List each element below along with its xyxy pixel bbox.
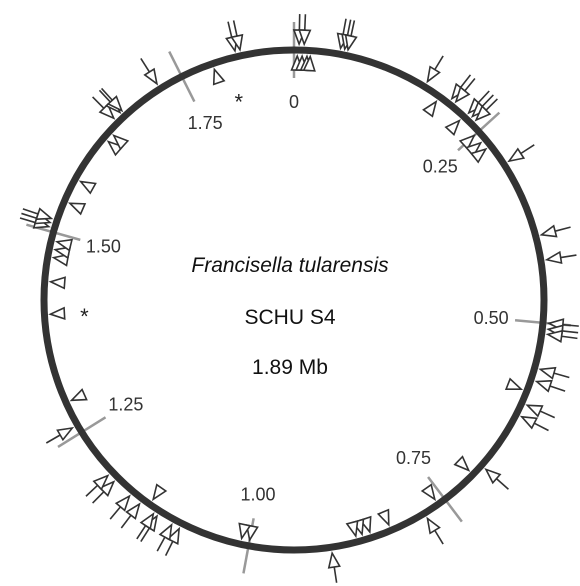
gene-marker (470, 147, 488, 164)
gene-marker (78, 180, 97, 195)
gene-marker (164, 526, 181, 556)
gene-marker (344, 20, 358, 52)
gene-marker (230, 20, 244, 52)
gene-marker (504, 377, 524, 390)
gene-marker (519, 415, 549, 432)
gene-marker (22, 207, 54, 221)
gene-marker (458, 134, 476, 151)
gene-marker (298, 14, 312, 47)
scale-tick-label: 0.25 (423, 157, 458, 177)
asterisk-annotations: ** (80, 89, 243, 329)
gene-marker (327, 550, 341, 583)
gene-marker (544, 250, 577, 265)
gene-marker (48, 276, 66, 290)
gene-marker (376, 508, 390, 527)
organism-name: Francisella tularensis (191, 254, 389, 277)
chromosome-circle (40, 46, 548, 554)
gene-marker (67, 202, 87, 216)
gene-marker (484, 467, 509, 490)
gene-marker (112, 134, 130, 151)
gene-marker (53, 246, 72, 260)
gene-marker (48, 306, 66, 320)
gene-marker (51, 253, 70, 267)
gene-marker (534, 379, 566, 393)
gene-marker (100, 87, 124, 113)
scale-tick-label: 0.50 (474, 308, 509, 328)
gene-marker (345, 520, 359, 539)
gene-marker (422, 99, 438, 118)
gene-marker (156, 522, 173, 552)
genome-size: 1.89 Mb (252, 356, 328, 379)
scale-tick-label: 0.75 (396, 448, 431, 468)
gene-marker (136, 512, 155, 540)
scale-tick-label: 1.75 (188, 113, 223, 133)
gene-marker (109, 494, 131, 520)
gene-marker (444, 118, 461, 136)
gene-marker (245, 524, 259, 543)
gene-marker (106, 140, 124, 157)
gene-marker (454, 77, 476, 104)
gene-marker (238, 522, 252, 541)
asterisk-mark: * (235, 89, 244, 114)
gene-marker (45, 426, 75, 444)
gene-marker (54, 238, 74, 252)
gene-marker (465, 141, 483, 158)
scale-tick-label: 0 (289, 92, 299, 112)
gene-marker (302, 54, 316, 72)
gene-marker (151, 483, 168, 502)
gene-marker (69, 388, 88, 402)
gene-marker (474, 98, 498, 122)
gene-marker (525, 404, 556, 419)
gene-marker (426, 516, 444, 545)
asterisk-mark: * (80, 304, 89, 329)
gene-marker (120, 502, 141, 529)
scale-tick-labels: 0 0.25 0.50 0.75 1.00 1.25 1.50 1.75 (86, 92, 509, 505)
scale-tick-label: 1.25 (108, 395, 143, 415)
gene-marker (212, 67, 226, 86)
gene-marker (420, 483, 437, 502)
gene-marker (92, 480, 116, 504)
scale-tick-label: 1.00 (240, 485, 275, 505)
gene-marker (92, 96, 116, 120)
gene-marker (545, 329, 578, 343)
gene-marker (538, 366, 570, 380)
gene-markers (19, 14, 579, 583)
gene-marker (453, 455, 471, 472)
gene-marker (539, 224, 571, 238)
gene-marker (426, 55, 444, 84)
gene-marker (140, 58, 159, 86)
gene-marker (85, 474, 110, 497)
scale-tick-label: 1.50 (86, 236, 121, 256)
gene-marker (507, 144, 535, 163)
strain-name: SCHU S4 (244, 306, 336, 329)
